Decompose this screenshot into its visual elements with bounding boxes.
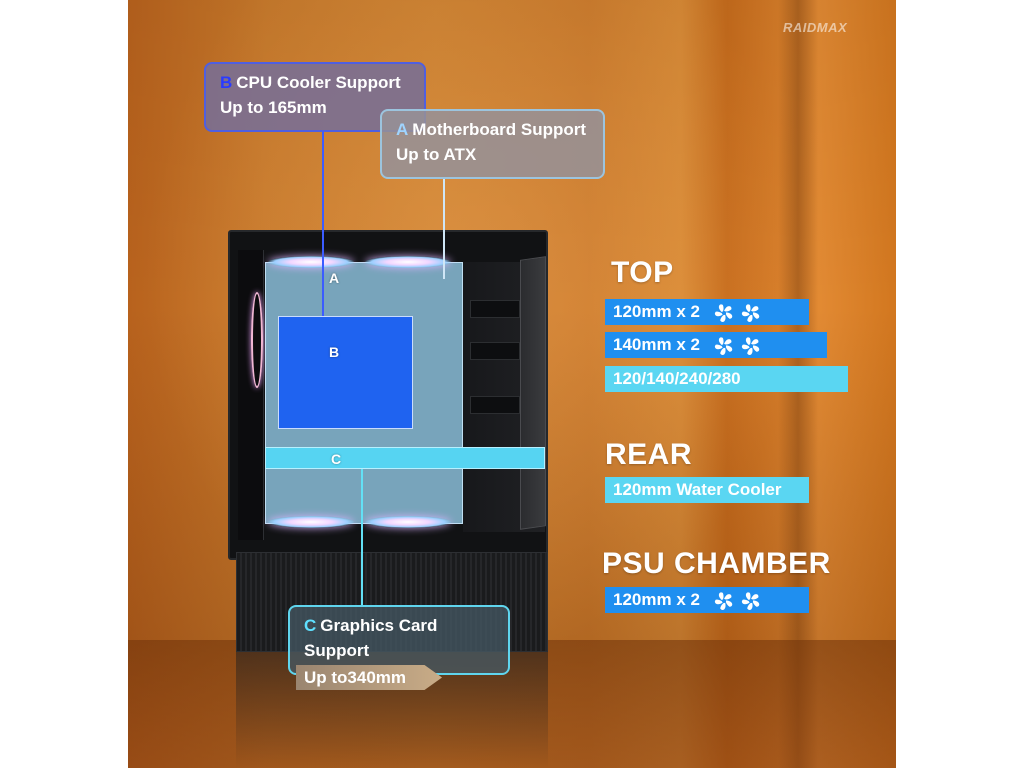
marker-c: C — [331, 451, 342, 467]
top-section-title: TOP — [611, 256, 674, 289]
bottom-fan-light — [365, 516, 451, 528]
cpu-callout-letter: B — [220, 73, 233, 92]
fan-icon — [714, 303, 732, 322]
leader-line-gpu — [361, 469, 363, 605]
cpu-callout-title: CPU Cooler Support — [236, 73, 401, 92]
fan-icon — [714, 336, 732, 355]
psu-spec: 120mm x 2 — [605, 587, 809, 613]
graphics-card-zone — [265, 447, 545, 469]
rear-slot — [470, 396, 520, 414]
cpu-callout-value: Up to 165mm — [220, 98, 327, 117]
fan-icons — [713, 335, 762, 357]
front-fan-light — [251, 292, 263, 388]
motherboard-callout-value: Up to ATX — [396, 145, 477, 164]
graphics-card-callout: C Graphics Card Support Up to340mm — [288, 605, 510, 690]
top-spec-140: 140mm x 2 — [605, 332, 827, 358]
motherboard-callout: A Motherboard Support Up to ATX — [380, 109, 605, 179]
rear-spec: 120mm Water Cooler — [605, 477, 809, 503]
fan-icon — [714, 591, 732, 610]
fan-icon — [741, 303, 759, 322]
fan-icons — [713, 590, 762, 612]
leader-line-cpu — [322, 132, 324, 316]
leader-line-motherboard — [443, 179, 445, 279]
gpu-callout-title: Graphics Card Support — [304, 616, 438, 660]
motherboard-callout-title: Motherboard Support — [412, 120, 587, 139]
rear-slot — [470, 342, 520, 360]
motherboard-callout-letter: A — [396, 120, 409, 139]
cpu-cooler-callout: B CPU Cooler Support Up to 165mm — [204, 62, 426, 132]
gpu-callout-letter: C — [304, 616, 317, 635]
top-spec-120-label: 120mm x 2 — [613, 302, 700, 321]
brand-logo: RAIDMAX — [783, 20, 848, 35]
psu-spec-label: 120mm x 2 — [613, 590, 700, 609]
rear-spec-label: 120mm Water Cooler — [613, 480, 782, 499]
top-spec-120: 120mm x 2 — [605, 299, 809, 325]
marker-a: A — [329, 270, 340, 286]
bottom-fan-light — [268, 516, 354, 528]
top-fan-light — [268, 256, 354, 268]
fan-icon — [741, 336, 759, 355]
psu-section-title: PSU CHAMBER — [602, 547, 831, 580]
top-spec-140-label: 140mm x 2 — [613, 335, 700, 354]
glass-door — [520, 256, 546, 530]
gpu-callout-value: Up to340mm — [296, 665, 443, 690]
cpu-cooler-zone — [278, 316, 413, 429]
top-spec-radiator-label: 120/140/240/280 — [613, 369, 741, 388]
marker-b: B — [329, 344, 340, 360]
top-spec-radiator: 120/140/240/280 — [605, 366, 848, 392]
front-panel — [238, 250, 264, 540]
top-fan-light — [365, 256, 451, 268]
fan-icons — [713, 302, 762, 324]
rear-section-title: REAR — [605, 438, 693, 471]
rear-slot — [470, 300, 520, 318]
fan-icon — [741, 591, 759, 610]
